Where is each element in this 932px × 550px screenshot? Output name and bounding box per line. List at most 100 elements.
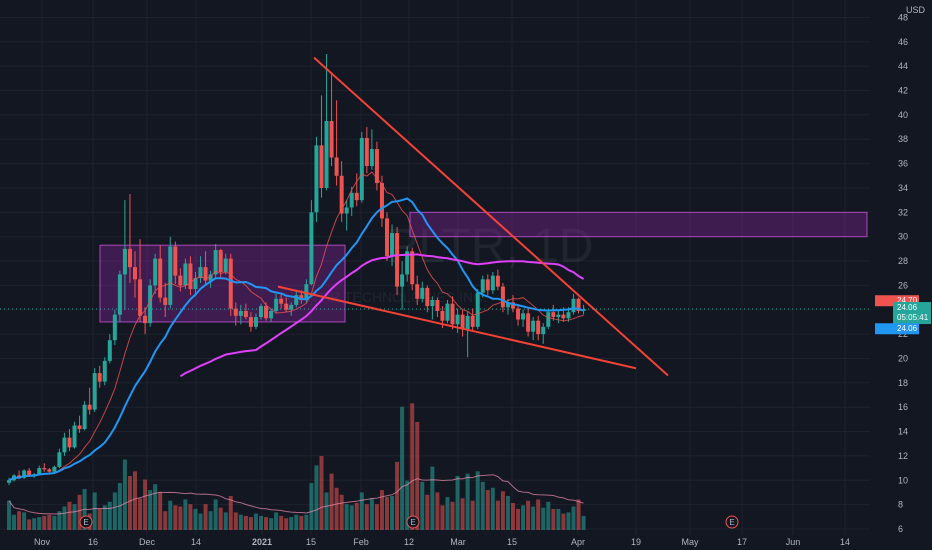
candle-body [450, 303, 455, 325]
volume-bar [294, 514, 299, 530]
candle-body [223, 258, 228, 273]
candle-body [82, 404, 87, 430]
volume-bar [521, 505, 526, 530]
candle-body [274, 298, 279, 311]
x-tick-label: 15 [507, 537, 517, 547]
volume-bar [566, 512, 571, 530]
y-tick-label: 18 [898, 378, 908, 388]
volume-bar [531, 506, 536, 530]
y-tick-label: 46 [898, 37, 908, 47]
volume-bar [127, 476, 132, 530]
candle-body [62, 437, 67, 453]
candle-body [511, 302, 515, 309]
candle-body [526, 313, 531, 332]
candle-body [203, 267, 208, 281]
last-price-tag [893, 302, 931, 325]
y-tick-label: 30 [898, 232, 908, 242]
candle-body [465, 315, 470, 330]
volume-bar [117, 483, 122, 530]
candle-body [299, 295, 304, 301]
volume-bar [153, 484, 158, 530]
moving-averages [8, 171, 585, 482]
volume-bar [274, 512, 279, 530]
earnings-marker[interactable] [725, 515, 739, 529]
candle-body [364, 138, 369, 167]
earnings-marker[interactable] [406, 515, 420, 529]
volume-bar [511, 503, 515, 530]
x-tick-label: 2021 [252, 537, 272, 547]
volume-bar [395, 461, 400, 530]
volume-bar [480, 481, 485, 530]
resistance-trendline [313, 56, 669, 377]
volume-bar [505, 495, 510, 530]
candle-body [571, 298, 576, 313]
volume-bar [233, 512, 238, 530]
volume-bar [339, 494, 344, 530]
candle-body [284, 303, 289, 310]
candle-body [561, 314, 566, 319]
candle-body [344, 207, 349, 214]
volume-bar [374, 504, 379, 530]
x-tick-label: Dec [139, 537, 156, 547]
candle-body [480, 279, 485, 293]
candle-body [354, 192, 359, 201]
price-axis[interactable]: USD6810121416182022242628303234363840424… [898, 5, 926, 534]
volume-bar [158, 492, 163, 530]
candle-body [455, 314, 460, 325]
volume-bar [122, 459, 127, 530]
volume-bar [304, 514, 309, 530]
candle-body [374, 148, 379, 184]
candle-body [138, 279, 143, 316]
candle-body [500, 286, 505, 308]
candle-body [233, 308, 238, 316]
volume-bar [148, 490, 153, 530]
ma-value-label: 24.70 [897, 296, 918, 305]
y-tick-label: 20 [898, 353, 908, 363]
bid-value-tag [893, 323, 919, 335]
candle-body [153, 258, 158, 286]
candle-body [102, 360, 107, 382]
volume-bar [259, 515, 263, 530]
volume-bar [420, 481, 425, 530]
candle-body [309, 212, 314, 285]
time-axis[interactable]: Nov 16 Dec 14 2021 15 Feb 12 Mar 15 Apr 19 May 17 Jun 1… [34, 537, 850, 547]
x-tick-label: Nov [34, 537, 51, 547]
bid-value-label: 24.06 [897, 324, 918, 333]
earnings-marker[interactable] [79, 515, 93, 529]
candle-body [148, 285, 153, 324]
volume-bar [485, 490, 490, 530]
ma-value-tag [893, 295, 919, 307]
volume-bar [168, 500, 173, 530]
candle-body [324, 120, 329, 188]
candle-body [238, 310, 243, 316]
volume-bar [228, 495, 233, 530]
ma-10-line [8, 171, 584, 481]
candle-body [72, 425, 77, 448]
volume-bar [188, 504, 193, 530]
bid-tag-left [875, 323, 893, 335]
volume-bar [22, 512, 27, 530]
volume-bar [309, 483, 314, 530]
candle-body [163, 297, 168, 305]
candle-body [289, 304, 294, 310]
volume-bar [500, 491, 505, 530]
candle-body [122, 248, 127, 275]
candle-body [178, 275, 183, 286]
y-tick-label: 14 [898, 427, 908, 437]
volume-bar [208, 511, 213, 530]
candle-body [243, 310, 248, 318]
volume-bar [12, 514, 17, 530]
volume-bar [314, 465, 319, 530]
trendlines[interactable] [277, 56, 669, 377]
candle-body [47, 469, 52, 472]
candle-body [541, 326, 546, 335]
volume-bar [410, 403, 415, 530]
x-tick-label: Feb [353, 537, 369, 547]
candle-body [385, 218, 389, 257]
y-tick-label: 12 [898, 451, 908, 461]
candle-body [566, 312, 571, 319]
volume-bar [223, 512, 228, 530]
